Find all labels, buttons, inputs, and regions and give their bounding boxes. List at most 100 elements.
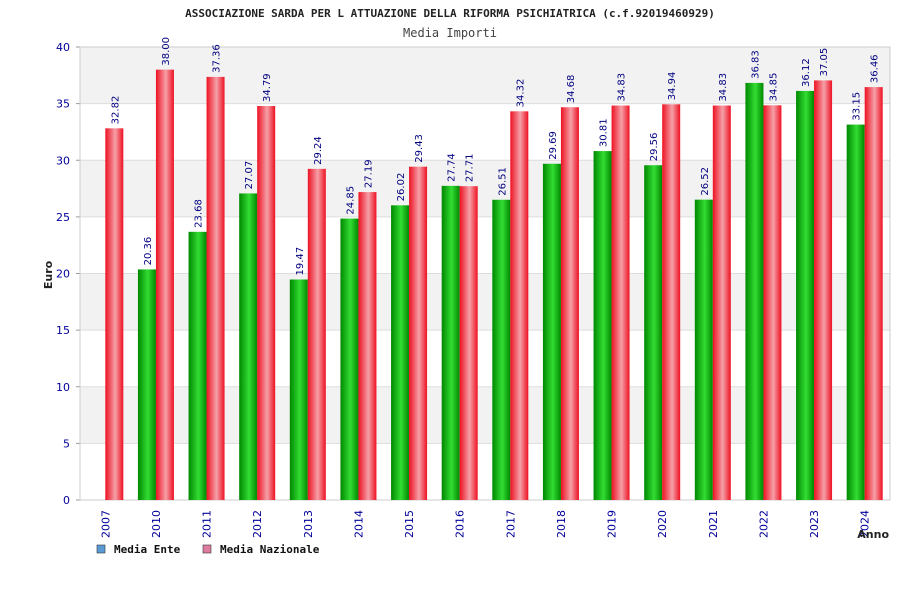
data-label-media-ente-2010: 20.36 xyxy=(143,237,154,266)
y-tick-label: 5 xyxy=(63,437,70,450)
data-label-media-ente-2020: 29.56 xyxy=(649,133,660,162)
data-label-media-ente-2017: 26.51 xyxy=(497,167,508,196)
bar-media-nazionale-2016 xyxy=(459,186,478,500)
data-label-media-ente-2016: 27.74 xyxy=(447,153,458,182)
y-tick-label: 30 xyxy=(56,154,70,167)
bar-media-ente-2014 xyxy=(340,218,359,501)
bar-media-ente-2017 xyxy=(492,199,511,501)
bar-media-ente-2022 xyxy=(745,82,764,500)
y-axis-label: Euro xyxy=(42,260,55,289)
x-tick-label-2022: 2022 xyxy=(757,510,770,538)
chart-title: ASSOCIAZIONE SARDA PER L ATTUAZIONE DELL… xyxy=(185,7,715,20)
bar-media-ente-2013 xyxy=(289,279,308,500)
x-tick-label-2007: 2007 xyxy=(99,510,112,538)
x-tick-label-2024: 2024 xyxy=(859,510,872,538)
x-tick-label-2013: 2013 xyxy=(302,510,315,538)
data-label-media-nazionale-2019: 34.83 xyxy=(617,73,628,102)
data-label-media-nazionale-2010: 38.00 xyxy=(161,37,172,66)
bar-media-ente-2015 xyxy=(391,205,410,501)
data-label-media-ente-2023: 36.12 xyxy=(801,58,812,87)
x-tick-label-2018: 2018 xyxy=(555,510,568,538)
bar-media-ente-2010 xyxy=(137,269,156,500)
bar-media-ente-2011 xyxy=(188,231,207,500)
data-label-media-nazionale-2020: 34.94 xyxy=(667,72,678,101)
data-label-media-ente-2018: 29.69 xyxy=(548,131,559,160)
data-label-media-ente-2019: 30.81 xyxy=(599,118,610,147)
data-label-media-nazionale-2014: 27.19 xyxy=(363,159,374,188)
bar-media-nazionale-2014 xyxy=(358,192,377,501)
data-label-media-nazionale-2015: 29.43 xyxy=(414,134,425,163)
legend-swatch-media-ente xyxy=(96,544,106,554)
x-tick-label-2011: 2011 xyxy=(201,510,214,538)
data-label-media-nazionale-2024: 36.46 xyxy=(870,54,881,83)
y-tick-label: 25 xyxy=(56,211,70,224)
legend-label-media-nazionale: Media Nazionale xyxy=(220,543,320,556)
x-tick-label-2010: 2010 xyxy=(150,510,163,538)
x-axis-ticks: 2007 2010 2011 2012 2013 2014 2015 2016 2017 2018… xyxy=(99,510,871,538)
x-tick-label-2016: 2016 xyxy=(454,510,467,538)
data-label-media-nazionale-2013: 29.24 xyxy=(313,136,324,165)
data-label-media-ente-2012: 27.07 xyxy=(244,161,255,190)
bar-media-ente-2012 xyxy=(239,193,258,500)
bar-media-nazionale-2007 xyxy=(105,128,124,500)
bar-media-nazionale-2021 xyxy=(712,105,731,501)
y-tick-label: 40 xyxy=(56,41,70,54)
data-label-media-ente-2021: 26.52 xyxy=(700,167,711,196)
chart-subtitle: Media Importi xyxy=(403,26,497,40)
bar-media-nazionale-2013 xyxy=(307,168,326,500)
y-tick-label: 15 xyxy=(56,324,70,337)
bar-media-nazionale-2022 xyxy=(763,105,782,500)
bar-media-ente-2020 xyxy=(644,165,663,500)
y-tick-label: 10 xyxy=(56,381,70,394)
x-tick-label-2012: 2012 xyxy=(251,510,264,538)
data-label-media-ente-2022: 36.83 xyxy=(750,50,761,79)
bar-media-nazionale-2015 xyxy=(409,166,428,500)
data-label-media-nazionale-2021: 34.83 xyxy=(718,73,729,102)
x-tick-label-2023: 2023 xyxy=(808,510,821,538)
plot-frame xyxy=(79,46,891,501)
data-label-media-nazionale-2007: 32.82 xyxy=(110,96,121,125)
x-tick-label-2020: 2020 xyxy=(656,510,669,538)
data-label-media-nazionale-2023: 37.05 xyxy=(819,48,830,77)
data-label-media-nazionale-2018: 34.68 xyxy=(566,75,577,104)
data-label-media-nazionale-2012: 34.79 xyxy=(262,73,273,102)
x-tick-label-2019: 2019 xyxy=(606,510,619,538)
y-tick-label: 0 xyxy=(63,494,70,507)
bar-media-nazionale-2018 xyxy=(560,107,579,501)
bar-media-nazionale-2017 xyxy=(510,111,529,501)
bar-media-nazionale-2023 xyxy=(814,80,833,500)
bar-media-ente-2021 xyxy=(694,199,713,500)
legend-swatch-media-nazionale xyxy=(202,544,212,554)
data-label-media-nazionale-2017: 34.32 xyxy=(515,79,526,108)
data-label-media-nazionale-2022: 34.85 xyxy=(768,73,779,102)
bar-media-nazionale-2011 xyxy=(206,76,225,500)
data-label-media-nazionale-2011: 37.36 xyxy=(212,44,223,73)
bars xyxy=(105,69,883,501)
bar-media-nazionale-2010 xyxy=(155,69,174,501)
y-tick-label: 35 xyxy=(56,98,70,111)
data-label-media-ente-2015: 26.02 xyxy=(396,173,407,202)
bar-media-ente-2024 xyxy=(846,124,865,501)
y-axis-ticks: 0 5 10 15 20 25 30 35 40 xyxy=(56,41,70,507)
bar-media-ente-2018 xyxy=(542,163,561,501)
x-axis-label: Anno xyxy=(857,528,889,541)
bar-media-nazionale-2024 xyxy=(864,87,883,500)
data-label-media-ente-2014: 24.85 xyxy=(345,186,356,215)
data-label-media-ente-2011: 23.68 xyxy=(194,199,205,228)
x-tick-label-2017: 2017 xyxy=(504,510,517,538)
data-label-media-ente-2013: 19.47 xyxy=(295,247,306,276)
x-tick-label-2015: 2015 xyxy=(403,510,416,538)
bar-media-ente-2019 xyxy=(593,151,612,500)
bar-media-nazionale-2012 xyxy=(257,106,276,501)
x-tick-label-2014: 2014 xyxy=(352,510,365,538)
bar-media-nazionale-2020 xyxy=(662,104,681,500)
bar-media-ente-2023 xyxy=(796,90,815,500)
x-tick-label-2021: 2021 xyxy=(707,510,720,538)
legend: Media Ente Media Nazionale xyxy=(96,543,320,556)
bar-media-ente-2016 xyxy=(441,185,460,501)
data-label-media-nazionale-2016: 27.71 xyxy=(465,154,476,183)
data-labels: 32.82 20.36 38.00 23.68 37.36 27.07 34.79 19.47… xyxy=(110,37,880,275)
data-label-media-ente-2024: 33.15 xyxy=(852,92,863,121)
y-tick-label: 20 xyxy=(56,268,70,281)
